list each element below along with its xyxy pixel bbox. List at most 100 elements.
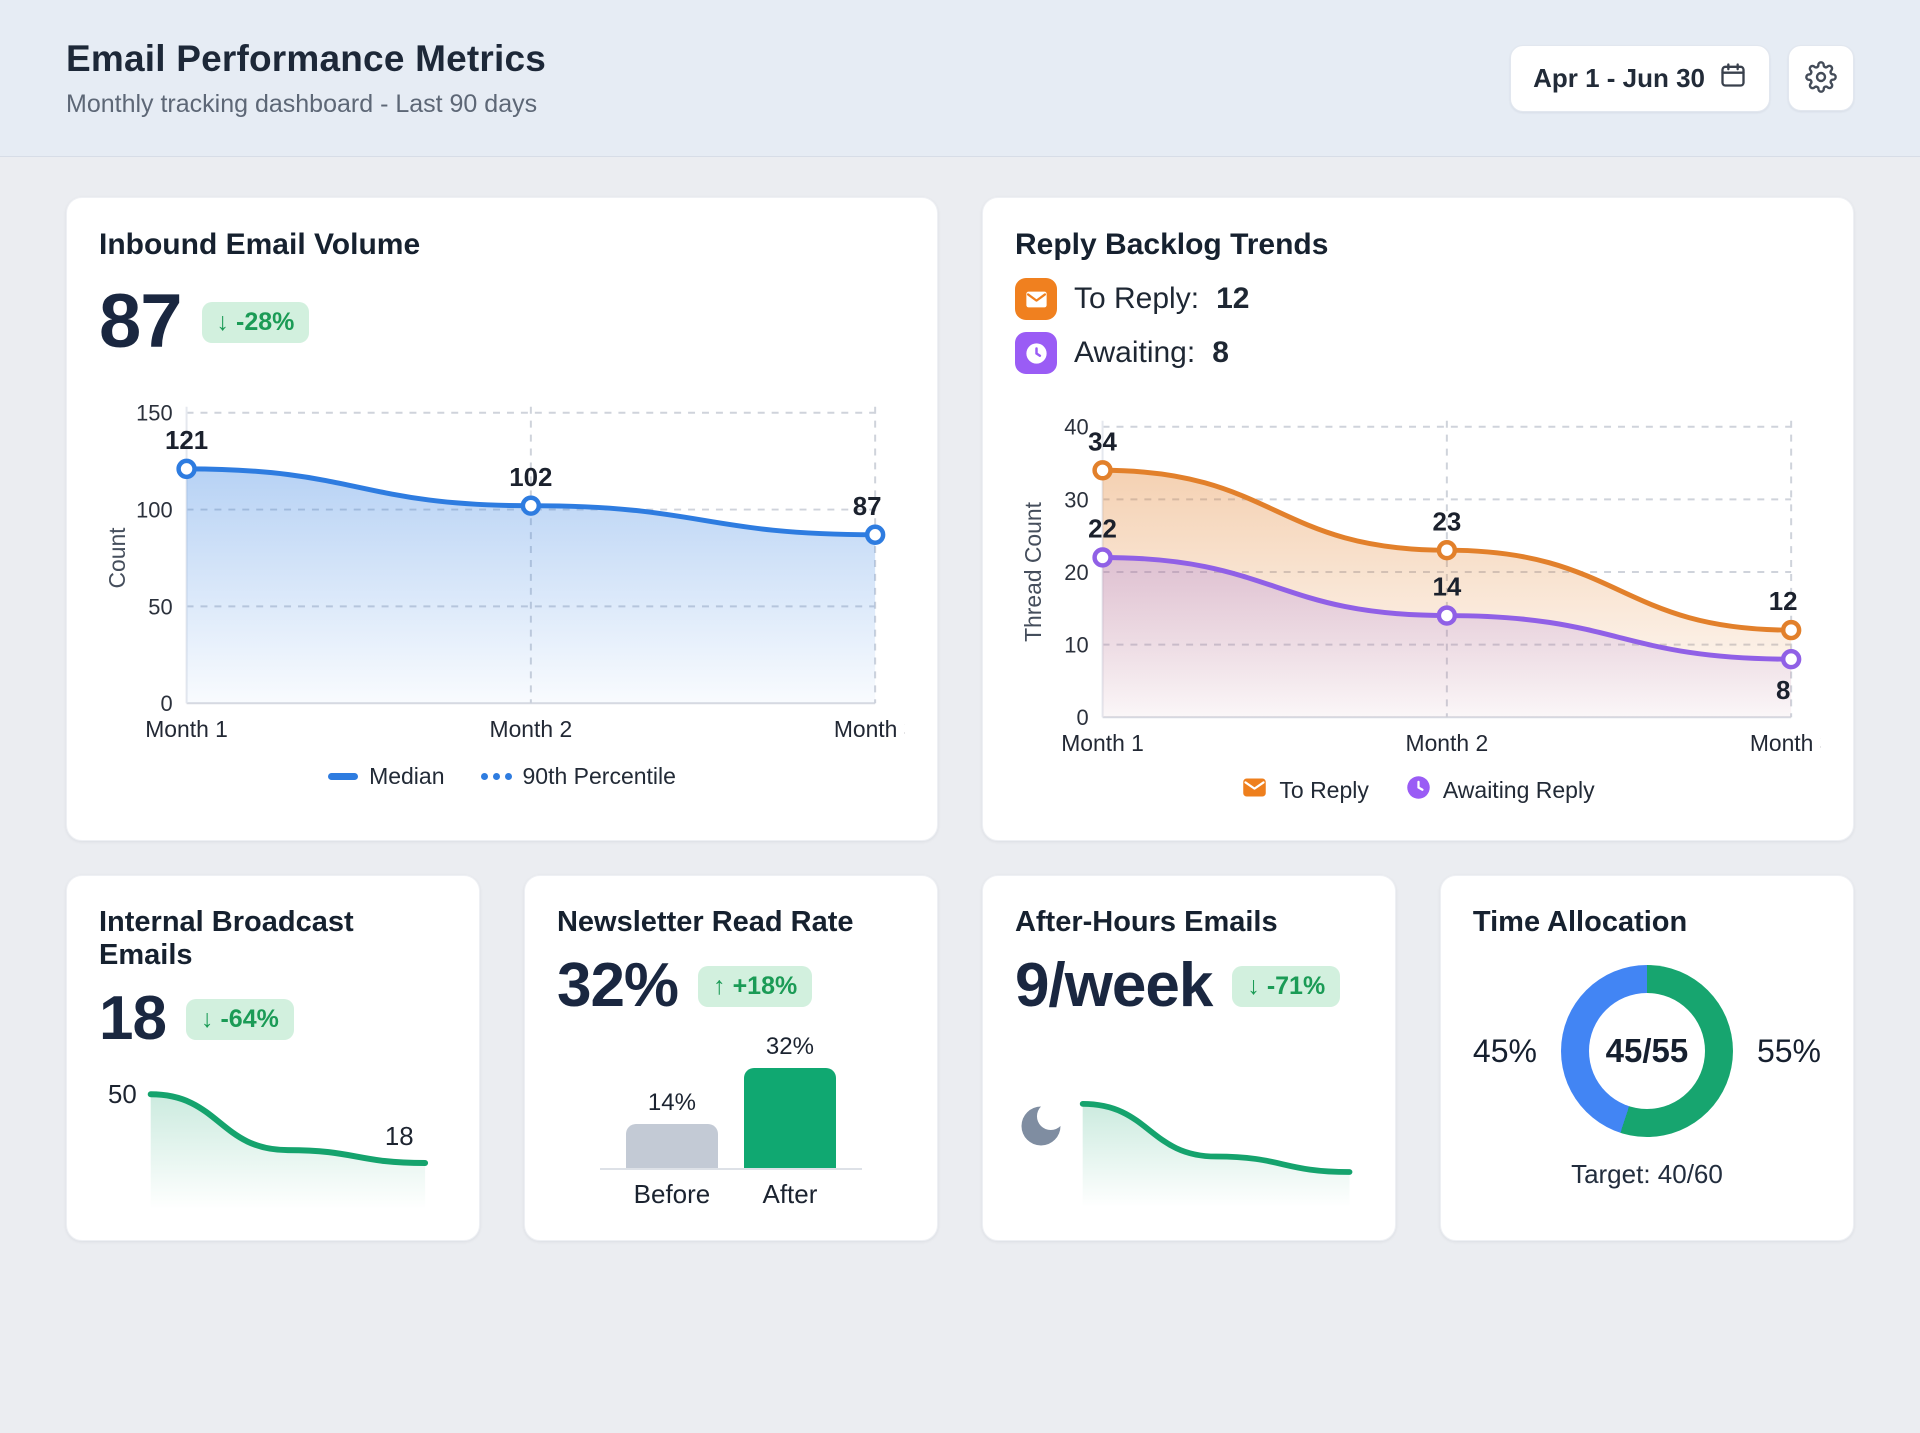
svg-text:0: 0 [1076, 705, 1088, 730]
donut-center-label: 45/55 [1588, 993, 1705, 1109]
dashboard-body: Inbound Email Volume 87 ↓ -28% 0 50 100 150… [0, 157, 1920, 1281]
newsletter-bar-chart: 14% 32% Before After [557, 1033, 905, 1210]
backlog-kpis: To Reply: 12 Awaiting: 8 [1015, 278, 1821, 374]
broadcast-trend-badge: ↓ -64% [185, 998, 294, 1040]
svg-text:12: 12 [1769, 588, 1798, 616]
newsletter-title: Newsletter Read Rate [556, 906, 854, 938]
legend-label-awaiting: Awaiting Reply [1442, 776, 1595, 803]
svg-text:50: 50 [108, 1081, 137, 1109]
after-hours-delta: -71% [1266, 971, 1326, 1000]
svg-text:18: 18 [385, 1123, 414, 1151]
svg-text:50: 50 [148, 594, 172, 619]
after-hours-title: After-Hours Emails [1014, 906, 1278, 938]
legend-item-awaiting-reply: Awaiting Reply [1405, 774, 1595, 807]
donut-row: 45% 45/55 55% [1473, 965, 1821, 1137]
card-time-allocation: Time Allocation 45% 45/55 55% Target: 40… [1439, 875, 1854, 1241]
kpi-awaiting: Awaiting: 8 [1015, 332, 1821, 374]
reply-backlog-chart: 0 10 20 30 40 Thread Count Month 1 Month 2 Month… [1015, 380, 1821, 760]
moon-icon [1015, 1100, 1067, 1157]
kpi-to-reply: To Reply: 12 [1015, 278, 1821, 320]
header-controls: Apr 1 - Jun 30 [1510, 44, 1854, 112]
svg-text:Month 2: Month 2 [490, 716, 573, 742]
page-subtitle: Monthly tracking dashboard - Last 90 day… [66, 89, 538, 118]
legend-label-90th: 90th Percentile [522, 762, 676, 789]
donut-left-label: 45% [1472, 1032, 1537, 1069]
after-hours-sparkline [1075, 1088, 1363, 1210]
svg-text:10: 10 [1064, 633, 1088, 658]
newsletter-stat-row: 32% ↑ +18% [557, 955, 905, 1017]
clock-mini-icon [1405, 774, 1432, 807]
gear-icon [1805, 60, 1837, 96]
header-titles: Email Performance Metrics Monthly tracki… [66, 38, 546, 119]
broadcast-delta: -64% [220, 1004, 279, 1033]
inbound-stat-row: 87 ↓ -28% [99, 284, 905, 360]
newsletter-delta: +18% [732, 971, 798, 1000]
kpi-awaiting-value: 8 [1212, 336, 1229, 369]
svg-text:20: 20 [1064, 560, 1088, 585]
clock-icon [1015, 332, 1057, 374]
broadcast-sparkline: 50 18 [99, 1078, 447, 1210]
top-card-row: Inbound Email Volume 87 ↓ -28% 0 50 100 150… [66, 197, 1854, 841]
inbound-legend: Median 90th Percentile [99, 756, 905, 796]
svg-text:30: 30 [1064, 487, 1088, 512]
legend-item-median: Median [328, 762, 445, 790]
svg-text:40: 40 [1064, 415, 1088, 440]
card-reply-backlog: Reply Backlog Trends To Reply: 12 Awaiti… [982, 197, 1854, 841]
settings-button[interactable] [1788, 45, 1854, 111]
broadcast-stat-row: 18 ↓ -64% [99, 988, 447, 1050]
svg-text:Month 3: Month 3 [834, 716, 905, 742]
backlog-legend: To Reply Awaiting Reply [1015, 770, 1821, 810]
svg-text:0: 0 [160, 691, 172, 716]
page-title: Email Performance Metrics [66, 37, 547, 79]
donut-chart: 45/55 [1560, 965, 1733, 1137]
legend-item-90th-percentile: 90th Percentile [480, 762, 676, 790]
card-internal-broadcast: Internal Broadcast Emails 18 ↓ -64% 50 18 [66, 875, 480, 1241]
newsletter-trend-badge: ↑ +18% [698, 965, 813, 1007]
legend-label-to-reply: To Reply [1279, 776, 1369, 803]
svg-text:100: 100 [136, 498, 173, 523]
inbound-value: 87 [99, 279, 183, 364]
svg-text:Month 1: Month 1 [145, 716, 228, 742]
card-inbound-volume: Inbound Email Volume 87 ↓ -28% 0 50 100 150… [66, 197, 938, 841]
after-hours-value: 9/week [1014, 951, 1213, 1020]
inbound-trend-badge: ↓ -28% [201, 301, 310, 343]
svg-text:14: 14 [1432, 574, 1461, 602]
card-after-hours: After-Hours Emails 9/week ↓ -71% [981, 875, 1396, 1241]
legend-item-to-reply: To Reply [1241, 774, 1369, 807]
inbound-delta: -28% [236, 307, 295, 336]
after-hours-stat-row: 9/week ↓ -71% [1015, 955, 1363, 1017]
backlog-title: Reply Backlog Trends [1015, 228, 1329, 261]
legend-label-median: Median [369, 762, 445, 789]
svg-text:121: 121 [165, 427, 208, 455]
svg-text:34: 34 [1088, 428, 1117, 456]
kpi-to-reply-value: 12 [1216, 282, 1250, 315]
header: Email Performance Metrics Monthly tracki… [0, 0, 1920, 157]
after-hours-trend-badge: ↓ -71% [1232, 965, 1341, 1007]
svg-text:8: 8 [1776, 677, 1790, 705]
svg-text:102: 102 [509, 464, 552, 492]
svg-text:23: 23 [1432, 508, 1461, 536]
kpi-to-reply-label: To Reply: [1074, 282, 1200, 315]
svg-text:Month 1: Month 1 [1061, 730, 1144, 756]
percentile-dots-swatch [480, 772, 512, 780]
trend-down-icon: ↓ [200, 1004, 214, 1033]
broadcast-title: Internal Broadcast Emails [99, 906, 354, 971]
date-range-button[interactable]: Apr 1 - Jun 30 [1510, 44, 1770, 112]
after-hours-trend-row [1015, 1088, 1363, 1210]
svg-text:Thread Count: Thread Count [1020, 501, 1046, 642]
bottom-card-row: Internal Broadcast Emails 18 ↓ -64% 50 18… [66, 875, 1854, 1241]
trend-down-icon: ↓ [216, 307, 230, 336]
svg-text:87: 87 [853, 493, 882, 521]
inbound-volume-chart: 0 50 100 150 Count Month 1 Month 2 Month 3 121 10… [99, 366, 905, 746]
kpi-awaiting-label: Awaiting: [1074, 336, 1196, 369]
donut-right-label: 55% [1756, 1032, 1821, 1069]
svg-text:22: 22 [1088, 516, 1117, 544]
newsletter-value: 32% [556, 951, 679, 1020]
card-newsletter-read-rate: Newsletter Read Rate 32% ↑ +18% 14% 32% … [523, 875, 938, 1241]
broadcast-value: 18 [99, 984, 167, 1053]
svg-text:150: 150 [136, 401, 173, 426]
calendar-icon [1719, 61, 1747, 96]
svg-text:Count: Count [104, 527, 130, 589]
date-range-label: Apr 1 - Jun 30 [1533, 62, 1705, 93]
inbound-title: Inbound Email Volume [99, 228, 421, 261]
